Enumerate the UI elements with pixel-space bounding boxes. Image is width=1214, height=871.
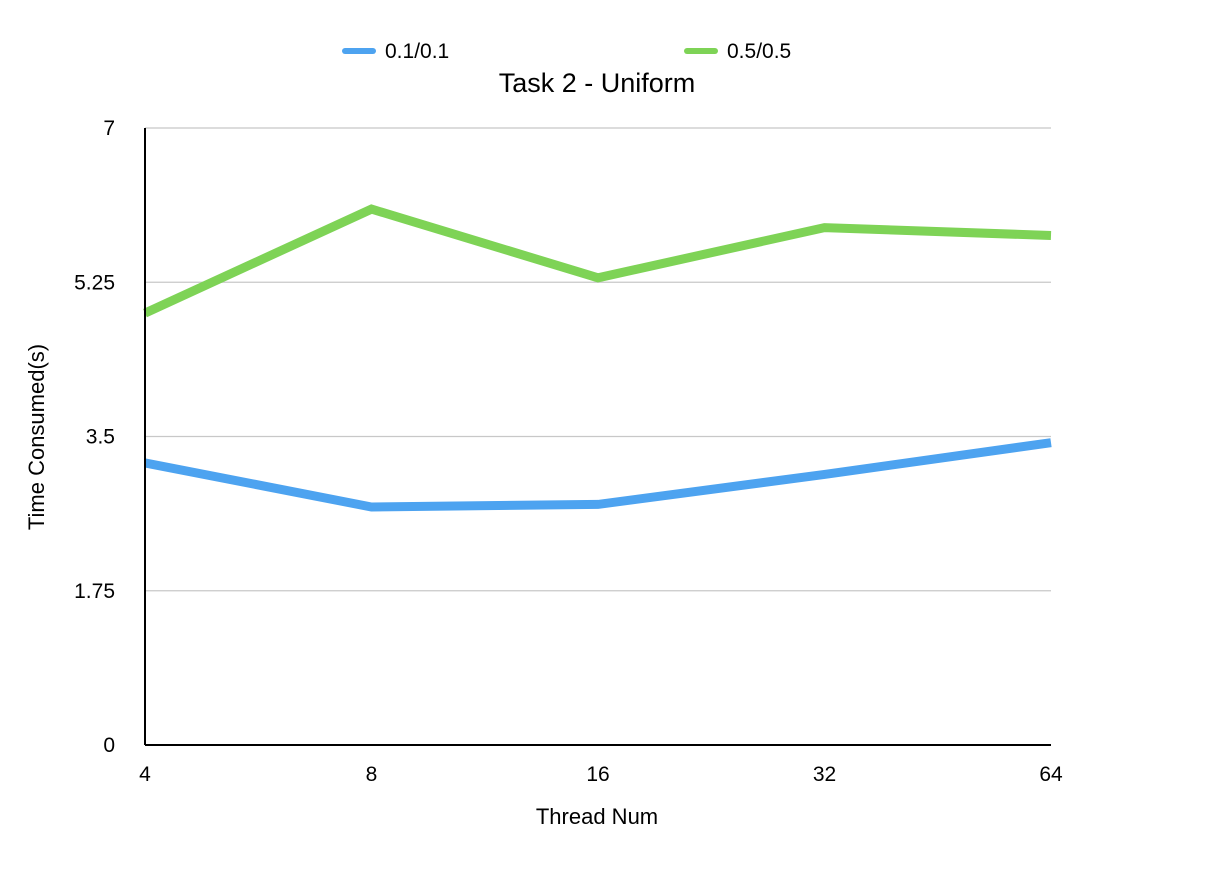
series-line-1 [145, 443, 1051, 507]
legend-item-series-2: 0.5/0.5 [687, 40, 791, 63]
x-tick-label: 4 [139, 763, 151, 786]
chart-title: Task 2 - Uniform [499, 68, 696, 98]
x-tick-label: 8 [366, 763, 378, 786]
y-axis-title: Time Consumed(s) [24, 344, 49, 530]
legend-label-series-1: 0.1/0.1 [385, 40, 449, 63]
series-lines [145, 209, 1051, 507]
x-tick-label: 32 [813, 763, 836, 786]
y-tick-label: 5.25 [74, 271, 115, 294]
x-tick-labels: 4 8 16 32 64 [139, 763, 1063, 786]
legend-label-series-2: 0.5/0.5 [727, 40, 791, 63]
x-tick-label: 16 [586, 763, 609, 786]
series-line-2 [145, 209, 1051, 313]
legend-item-series-1: 0.1/0.1 [345, 40, 449, 63]
gridlines [145, 128, 1051, 591]
y-tick-label: 7 [103, 117, 115, 140]
y-tick-labels: 0 1.75 3.5 5.25 7 [74, 117, 115, 757]
y-tick-label: 0 [103, 734, 115, 757]
x-axis-title: Thread Num [536, 804, 658, 829]
legend: 0.1/0.1 0.5/0.5 [345, 40, 791, 63]
y-tick-label: 1.75 [74, 580, 115, 603]
x-tick-label: 64 [1039, 763, 1063, 786]
y-tick-label: 3.5 [86, 426, 115, 449]
